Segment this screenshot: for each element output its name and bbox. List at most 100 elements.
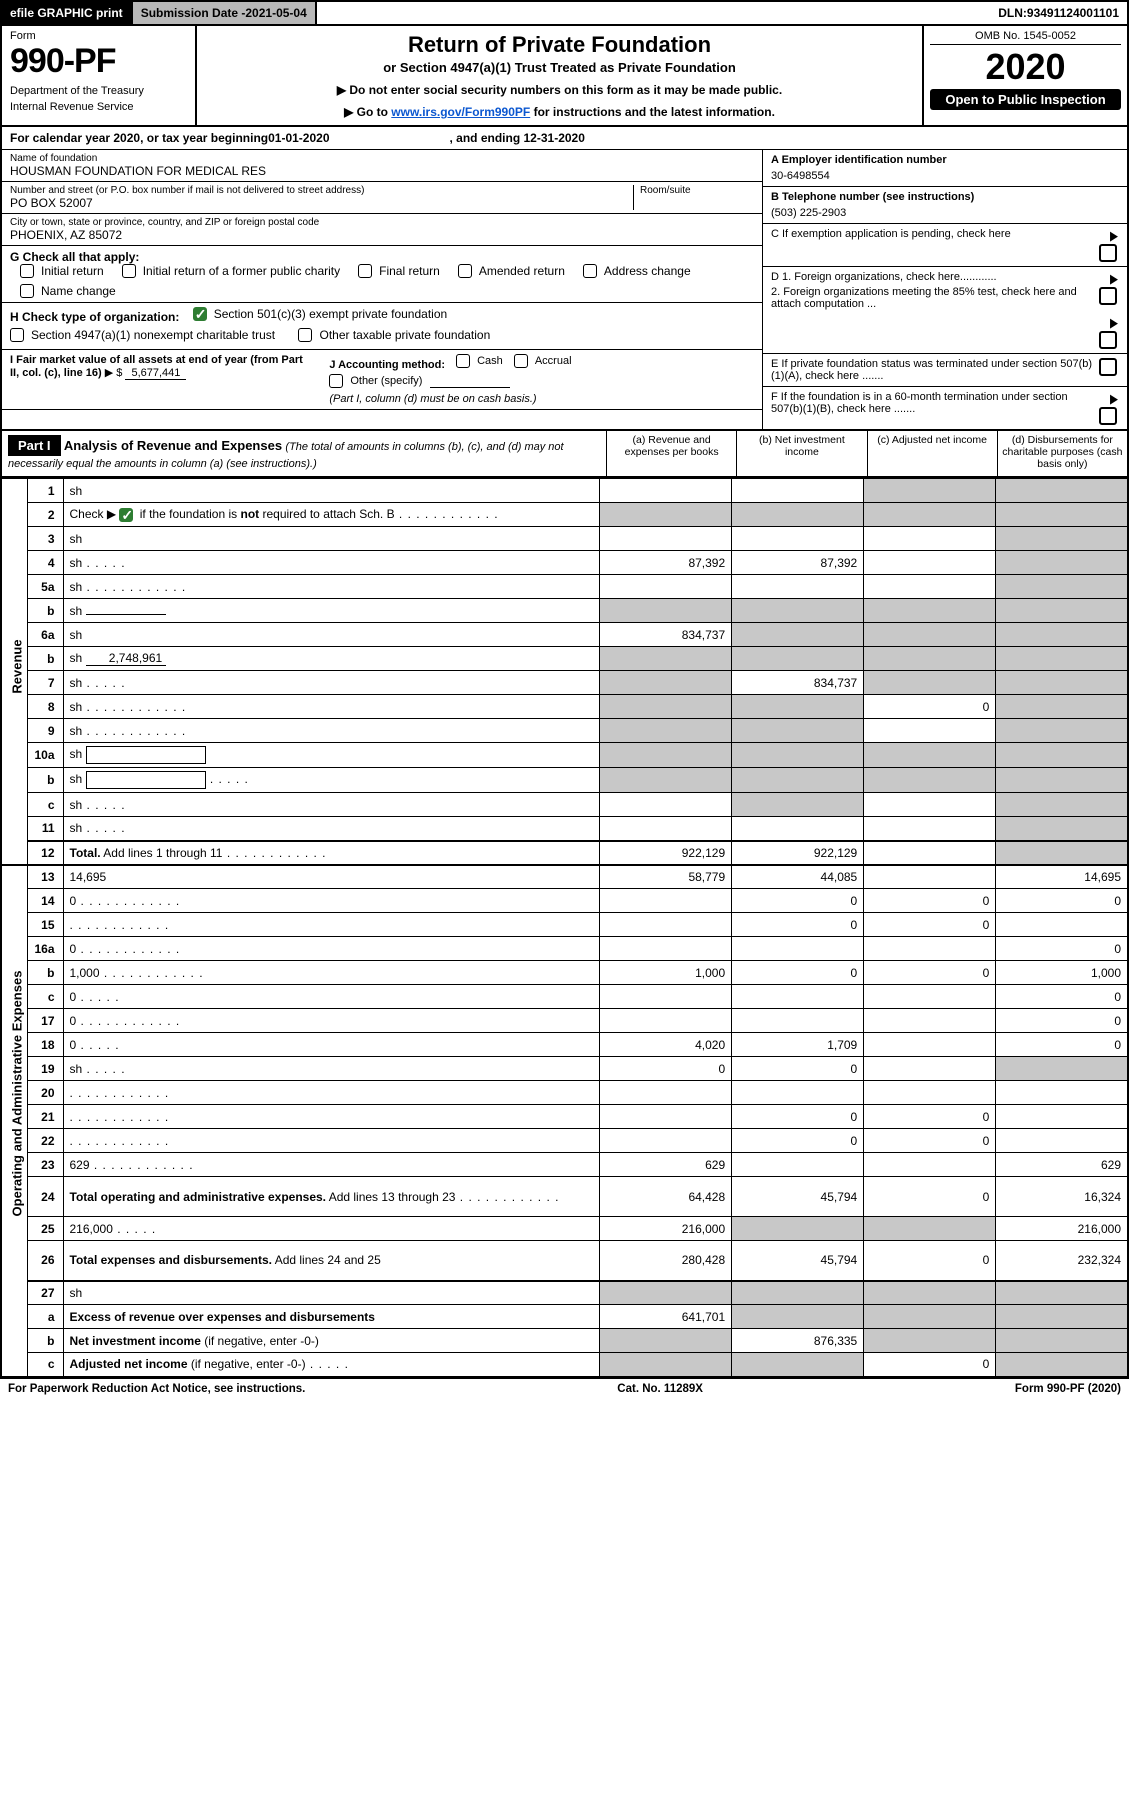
submission-date-cell: Submission Date - 2021-05-04 — [133, 2, 317, 24]
g-opt-initial-return[interactable]: Initial return — [20, 264, 104, 278]
checkbox-checked-icon — [119, 508, 133, 522]
inline-amount-box — [86, 746, 206, 764]
instr-link[interactable]: www.irs.gov/Form990PF — [391, 105, 530, 119]
g-options: Initial return Initial return of a forme… — [20, 264, 754, 298]
table-row: 2100 — [1, 1105, 1128, 1129]
part1-title-cell: Part I Analysis of Revenue and Expenses … — [2, 431, 607, 476]
g-opt-address-change[interactable]: Address change — [583, 264, 691, 278]
g-opt-initial-former[interactable]: Initial return of a former public charit… — [122, 264, 340, 278]
line-number: a — [27, 1305, 63, 1329]
g-opt-amended[interactable]: Amended return — [458, 264, 565, 278]
table-row: 24Total operating and administrative exp… — [1, 1177, 1128, 1217]
j-note: (Part I, column (d) must be on cash basi… — [329, 393, 754, 405]
part1-badge: Part I — [8, 435, 61, 456]
line-number: b — [27, 1329, 63, 1353]
table-row: 16a00 — [1, 937, 1128, 961]
tel-value: (503) 225-2903 — [771, 207, 1119, 219]
checkbox-icon[interactable] — [1099, 287, 1117, 305]
h-opt-other[interactable]: Other taxable private foundation — [298, 328, 490, 342]
table-row: bNet investment income (if negative, ent… — [1, 1329, 1128, 1353]
line-description: sh — [63, 743, 600, 768]
efile-print-label[interactable]: efile GRAPHIC print — [2, 2, 133, 24]
checkbox-checked-icon[interactable] — [193, 307, 207, 321]
table-row: Operating and Administrative Expenses131… — [1, 865, 1128, 889]
checkbox-icon[interactable] — [329, 374, 343, 388]
table-row: 20 — [1, 1081, 1128, 1105]
table-row: bsh — [1, 599, 1128, 623]
d-foreign-cell: D 1. Foreign organizations, check here..… — [763, 267, 1127, 354]
table-row: 6ash834,737 — [1, 623, 1128, 647]
i-fmv-cell: I Fair market value of all assets at end… — [2, 350, 321, 409]
line-description: sh — [63, 793, 600, 817]
checkbox-icon[interactable] — [20, 264, 34, 278]
j-opt-accrual[interactable]: Accrual — [514, 354, 572, 368]
checkbox-icon[interactable] — [10, 328, 24, 342]
line-number: 24 — [27, 1177, 63, 1217]
col-c-header: (c) Adjusted net income — [868, 431, 998, 476]
table-row: 1804,0201,7090 — [1, 1033, 1128, 1057]
page-footer: For Paperwork Reduction Act Notice, see … — [0, 1378, 1129, 1405]
checkbox-icon[interactable] — [20, 284, 34, 298]
table-row: 12Total. Add lines 1 through 11922,12992… — [1, 841, 1128, 865]
g-opt-final-return[interactable]: Final return — [358, 264, 440, 278]
j-opt-cash[interactable]: Cash — [456, 354, 503, 368]
d1-label: D 1. Foreign organizations, check here..… — [771, 271, 1099, 283]
line-number: b — [27, 961, 63, 985]
line-number: 7 — [27, 671, 63, 695]
h-opt-501c3[interactable]: Section 501(c)(3) exempt private foundat… — [193, 307, 447, 321]
arrow-icon: ▶ — [1110, 391, 1118, 407]
tel-cell: B Telephone number (see instructions) (5… — [763, 187, 1127, 224]
checkbox-icon[interactable] — [1099, 331, 1117, 349]
line-description: sh — [63, 551, 600, 575]
foundation-name: HOUSMAN FOUNDATION FOR MEDICAL RES — [10, 164, 754, 178]
line-number: 18 — [27, 1033, 63, 1057]
line-description — [63, 913, 600, 937]
line-description — [63, 1105, 600, 1129]
line-number: 10a — [27, 743, 63, 768]
g-opt-name-change[interactable]: Name change — [20, 284, 116, 298]
line-number: 20 — [27, 1081, 63, 1105]
line-number: 17 — [27, 1009, 63, 1033]
h-opt-4947[interactable]: Section 4947(a)(1) nonexempt charitable … — [10, 328, 275, 342]
dln-value: 93491124001101 — [1027, 6, 1119, 20]
ein-label: A Employer identification number — [771, 154, 947, 166]
checkbox-icon[interactable] — [298, 328, 312, 342]
i-fmv-value: 5,677,441 — [125, 367, 186, 380]
col-b-header: (b) Net investment income — [737, 431, 867, 476]
calendar-pre: For calendar year 2020, or tax year begi… — [10, 131, 268, 145]
checkbox-icon[interactable] — [122, 264, 136, 278]
omb-number: OMB No. 1545-0052 — [930, 30, 1121, 45]
street-label: Number and street (or P.O. box number if… — [10, 185, 633, 196]
table-row: 26Total expenses and disbursements. Add … — [1, 1241, 1128, 1281]
checkbox-icon[interactable] — [514, 354, 528, 368]
line-number: 9 — [27, 719, 63, 743]
checkbox-icon[interactable] — [1099, 407, 1117, 425]
checkbox-icon[interactable] — [583, 264, 597, 278]
section-label-opex: Operating and Administrative Expenses — [1, 865, 27, 1377]
line-number: 1 — [27, 479, 63, 503]
checkbox-icon[interactable] — [1099, 358, 1117, 376]
f-60month-cell: F If the foundation is in a 60-month ter… — [763, 387, 1127, 429]
footer-paperwork: For Paperwork Reduction Act Notice, see … — [8, 1383, 305, 1395]
c-pending-cell: C If exemption application is pending, c… — [763, 224, 1127, 267]
checkbox-icon[interactable] — [456, 354, 470, 368]
table-row: 19sh00 — [1, 1057, 1128, 1081]
line-description: Excess of revenue over expenses and disb… — [63, 1305, 600, 1329]
checkbox-icon[interactable] — [1099, 244, 1117, 262]
line-description — [63, 1081, 600, 1105]
table-row: b1,0001,000001,000 — [1, 961, 1128, 985]
room-cell: Room/suite — [634, 185, 754, 210]
form-subtitle: or Section 4947(a)(1) Trust Treated as P… — [205, 60, 914, 75]
entity-info-grid: Name of foundation HOUSMAN FOUNDATION FO… — [0, 150, 1129, 431]
e-terminated-cell: E If private foundation status was termi… — [763, 354, 1127, 387]
j-opt-other[interactable]: Other (specify) — [329, 374, 422, 388]
line-number: 12 — [27, 841, 63, 865]
table-row: 4sh87,39287,392 — [1, 551, 1128, 575]
checkbox-icon[interactable] — [458, 264, 472, 278]
line-description: Total operating and administrative expen… — [63, 1177, 600, 1217]
section-label-revenue: Revenue — [1, 479, 27, 865]
line-number: 26 — [27, 1241, 63, 1281]
checkbox-icon[interactable] — [358, 264, 372, 278]
tel-label: B Telephone number (see instructions) — [771, 191, 974, 203]
foundation-name-cell: Name of foundation HOUSMAN FOUNDATION FO… — [2, 150, 762, 182]
